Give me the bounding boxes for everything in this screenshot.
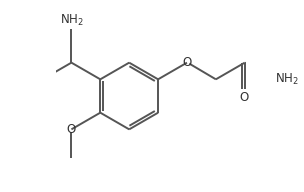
Text: O: O <box>182 56 192 69</box>
Text: O: O <box>67 123 76 136</box>
Text: NH$_2$: NH$_2$ <box>60 13 83 28</box>
Text: NH$_2$: NH$_2$ <box>275 72 299 87</box>
Text: O: O <box>239 91 248 104</box>
